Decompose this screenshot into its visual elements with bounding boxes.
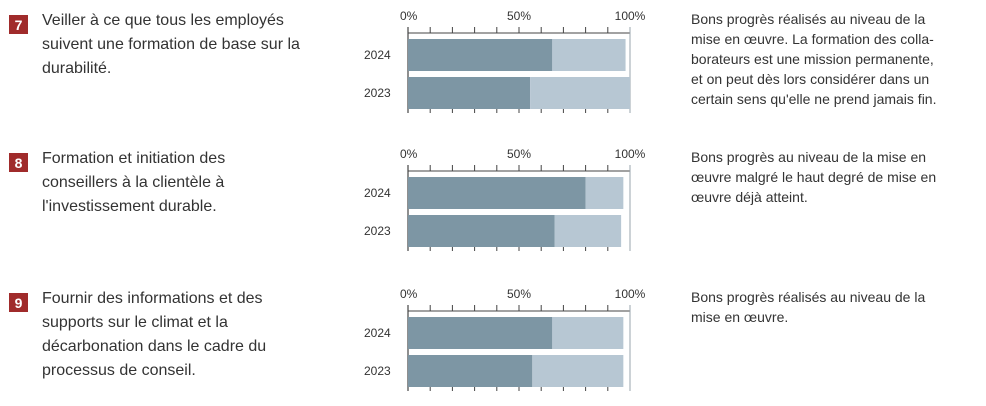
objective-text-line: suivent une formation de base sur la bbox=[42, 36, 300, 53]
objective-text-line: Fournir des informations et des bbox=[42, 290, 263, 307]
objective-number-badge: 8 bbox=[9, 153, 28, 172]
objective-text: Formation et initiation des conseillers à… bbox=[42, 147, 342, 219]
objective-row: 7 Veiller à ce que tous les employés suive… bbox=[0, 0, 986, 128]
progress-comment-line: Bons progrès réalisés au niveau de la bbox=[691, 289, 926, 305]
y-category-label: 2023 bbox=[364, 364, 391, 378]
y-category-label: 2023 bbox=[364, 224, 391, 238]
objective-text-line: l'investissement durable. bbox=[42, 198, 217, 215]
bar-progress bbox=[408, 317, 553, 349]
progress-comment-line: Bons progrès réalisés au niveau de la bbox=[691, 11, 926, 27]
progress-bar-chart: 0% 50% 100% 2024 2023 bbox=[364, 147, 646, 251]
bar-progress bbox=[408, 39, 553, 71]
progress-bar-chart: 0% 50% 100% 2024 2023 bbox=[364, 9, 646, 113]
x-tick-label: 50% bbox=[507, 287, 531, 301]
progress-comment: Bons progrès réalisés au niveau de la mis… bbox=[691, 287, 983, 327]
progress-bar-chart: 0% 50% 100% 2024 2023 bbox=[364, 287, 646, 391]
x-tick-label: 50% bbox=[507, 147, 531, 161]
objective-text: Fournir des informations et des supports … bbox=[42, 287, 342, 383]
bar-remaining bbox=[552, 39, 626, 71]
x-tick-label: 0% bbox=[400, 9, 418, 23]
progress-comment-line: mise en œuvre. bbox=[691, 309, 789, 325]
x-tick-label: 50% bbox=[507, 9, 531, 23]
x-tick-label: 0% bbox=[400, 287, 418, 301]
y-category-label: 2024 bbox=[364, 186, 391, 200]
objective-text-line: décarbonation dans le cadre du bbox=[42, 338, 267, 355]
progress-comment-line: mise en œuvre. La formation des colla- bbox=[691, 31, 934, 47]
progress-comment-line: et on peut dès lors considérer dans un bbox=[691, 71, 930, 87]
bar-remaining bbox=[530, 77, 630, 109]
bar-remaining bbox=[554, 215, 622, 247]
bar-remaining bbox=[585, 177, 624, 209]
objective-row: 8 Formation et initiation des conseillers … bbox=[0, 138, 986, 266]
x-tick-label: 100% bbox=[615, 287, 646, 301]
y-category-label: 2024 bbox=[364, 326, 391, 340]
bar-progress bbox=[408, 77, 531, 109]
objective-text-line: Formation et initiation des bbox=[42, 150, 226, 167]
progress-comment: Bons progrès réalisés au niveau de la mis… bbox=[691, 9, 983, 109]
progress-comment: Bons progrès au niveau de la mise en œuvr… bbox=[691, 147, 983, 207]
objective-text-line: processus de conseil. bbox=[42, 362, 196, 379]
objective-text-line: Veiller à ce que tous les employés bbox=[42, 12, 284, 29]
progress-comment-line: certain sens qu'elle ne prend jamais fin… bbox=[691, 91, 937, 107]
progress-comment-line: œuvre malgré le haut degré de mise en bbox=[691, 169, 937, 185]
x-tick-label: 100% bbox=[615, 147, 646, 161]
objective-text-line: supports sur le climat et la bbox=[42, 314, 228, 331]
y-category-label: 2023 bbox=[364, 86, 391, 100]
bar-remaining bbox=[532, 355, 624, 387]
objective-number-badge: 9 bbox=[9, 293, 28, 312]
bar-progress bbox=[408, 215, 555, 247]
progress-comment-line: Bons progrès au niveau de la mise en bbox=[691, 149, 927, 165]
objective-text-line: conseillers à la clientèle à bbox=[42, 174, 225, 191]
objective-number-badge: 7 bbox=[9, 15, 28, 34]
progress-comment-line: œuvre déjà atteint. bbox=[691, 189, 808, 205]
progress-comment-line: borateurs est une mission permanente, bbox=[691, 51, 934, 67]
bar-remaining bbox=[552, 317, 624, 349]
y-category-label: 2024 bbox=[364, 48, 391, 62]
x-tick-label: 0% bbox=[400, 147, 418, 161]
objective-text: Veiller à ce que tous les employés suiven… bbox=[42, 9, 342, 81]
objective-text-line: durabilité. bbox=[42, 60, 112, 77]
objective-row: 9 Fournir des informations et des supports… bbox=[0, 278, 986, 406]
x-tick-label: 100% bbox=[615, 9, 646, 23]
bar-progress bbox=[408, 355, 533, 387]
bar-progress bbox=[408, 177, 586, 209]
